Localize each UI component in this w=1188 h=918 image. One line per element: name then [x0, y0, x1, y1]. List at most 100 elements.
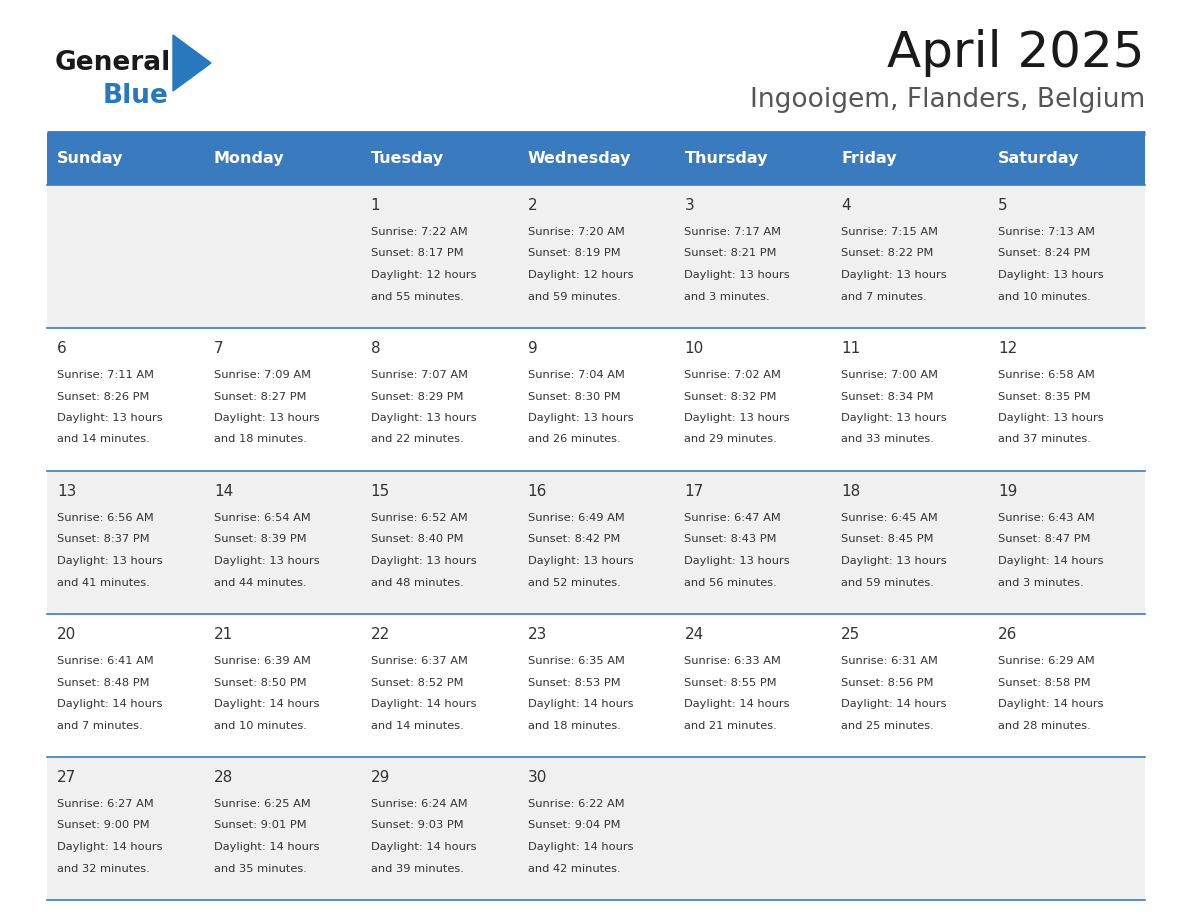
Text: Daylight: 14 hours: Daylight: 14 hours — [57, 699, 163, 709]
Text: Sunrise: 6:45 AM: Sunrise: 6:45 AM — [841, 513, 939, 523]
Bar — [832, 133, 988, 185]
Text: 25: 25 — [841, 627, 860, 642]
Text: 3: 3 — [684, 198, 694, 213]
Text: Daylight: 14 hours: Daylight: 14 hours — [684, 699, 790, 709]
Text: and 3 minutes.: and 3 minutes. — [684, 292, 770, 301]
Text: and 41 minutes.: and 41 minutes. — [57, 577, 150, 588]
Text: Daylight: 13 hours: Daylight: 13 hours — [57, 556, 163, 566]
Text: Sunrise: 7:15 AM: Sunrise: 7:15 AM — [841, 227, 939, 237]
Text: Sunset: 9:03 PM: Sunset: 9:03 PM — [371, 821, 463, 831]
Text: Sunset: 8:34 PM: Sunset: 8:34 PM — [841, 391, 934, 401]
Text: Sunrise: 6:41 AM: Sunrise: 6:41 AM — [57, 656, 153, 666]
Text: Sunset: 8:29 PM: Sunset: 8:29 PM — [371, 391, 463, 401]
Text: 24: 24 — [684, 627, 703, 642]
Text: and 14 minutes.: and 14 minutes. — [57, 434, 150, 444]
Text: Daylight: 14 hours: Daylight: 14 hours — [527, 699, 633, 709]
Text: Sunrise: 7:00 AM: Sunrise: 7:00 AM — [841, 370, 939, 380]
Text: Sunset: 9:04 PM: Sunset: 9:04 PM — [527, 821, 620, 831]
Text: Sunrise: 7:11 AM: Sunrise: 7:11 AM — [57, 370, 154, 380]
Text: Sunset: 8:56 PM: Sunset: 8:56 PM — [841, 677, 934, 688]
Text: Daylight: 13 hours: Daylight: 13 hours — [527, 556, 633, 566]
Text: Sunrise: 6:33 AM: Sunrise: 6:33 AM — [684, 656, 782, 666]
Text: and 29 minutes.: and 29 minutes. — [684, 434, 777, 444]
Text: 30: 30 — [527, 770, 546, 785]
Text: 14: 14 — [214, 484, 233, 499]
Text: Sunset: 8:55 PM: Sunset: 8:55 PM — [684, 677, 777, 688]
Text: 26: 26 — [998, 627, 1017, 642]
Text: and 10 minutes.: and 10 minutes. — [214, 721, 307, 731]
Text: and 3 minutes.: and 3 minutes. — [998, 577, 1083, 588]
Text: Blue: Blue — [103, 83, 169, 109]
Text: 22: 22 — [371, 627, 390, 642]
Text: and 59 minutes.: and 59 minutes. — [841, 577, 934, 588]
Text: Daylight: 14 hours: Daylight: 14 hours — [998, 556, 1104, 566]
Text: Sunrise: 6:27 AM: Sunrise: 6:27 AM — [57, 799, 153, 809]
Text: Sunset: 9:00 PM: Sunset: 9:00 PM — [57, 821, 150, 831]
Text: and 21 minutes.: and 21 minutes. — [684, 721, 777, 731]
Text: Daylight: 13 hours: Daylight: 13 hours — [371, 413, 476, 423]
Text: 13: 13 — [57, 484, 76, 499]
Text: 15: 15 — [371, 484, 390, 499]
Text: Sunrise: 6:31 AM: Sunrise: 6:31 AM — [841, 656, 939, 666]
Bar — [518, 133, 675, 185]
Polygon shape — [173, 35, 211, 91]
Text: and 42 minutes.: and 42 minutes. — [527, 864, 620, 874]
Text: Sunset: 8:21 PM: Sunset: 8:21 PM — [684, 249, 777, 259]
Text: Daylight: 14 hours: Daylight: 14 hours — [214, 842, 320, 852]
Text: Sunset: 8:27 PM: Sunset: 8:27 PM — [214, 391, 307, 401]
Text: Sunset: 8:39 PM: Sunset: 8:39 PM — [214, 534, 307, 544]
Bar — [675, 133, 832, 185]
Text: and 18 minutes.: and 18 minutes. — [527, 721, 620, 731]
Text: Sunrise: 7:22 AM: Sunrise: 7:22 AM — [371, 227, 467, 237]
Text: 16: 16 — [527, 484, 546, 499]
Text: 4: 4 — [841, 198, 851, 213]
Text: Daylight: 12 hours: Daylight: 12 hours — [371, 270, 476, 280]
Text: and 37 minutes.: and 37 minutes. — [998, 434, 1091, 444]
Text: Daylight: 13 hours: Daylight: 13 hours — [841, 413, 947, 423]
Text: Daylight: 13 hours: Daylight: 13 hours — [998, 413, 1104, 423]
Text: Daylight: 14 hours: Daylight: 14 hours — [214, 699, 320, 709]
Text: Sunrise: 7:17 AM: Sunrise: 7:17 AM — [684, 227, 782, 237]
Text: Sunrise: 6:49 AM: Sunrise: 6:49 AM — [527, 513, 625, 523]
Text: Thursday: Thursday — [684, 151, 767, 166]
Bar — [48, 133, 204, 185]
Text: 29: 29 — [371, 770, 390, 785]
Text: and 39 minutes.: and 39 minutes. — [371, 864, 463, 874]
Text: Daylight: 13 hours: Daylight: 13 hours — [214, 413, 320, 423]
Text: 2: 2 — [527, 198, 537, 213]
Text: and 10 minutes.: and 10 minutes. — [998, 292, 1091, 301]
Text: Sunrise: 6:25 AM: Sunrise: 6:25 AM — [214, 799, 310, 809]
Text: Sunrise: 7:07 AM: Sunrise: 7:07 AM — [371, 370, 468, 380]
Text: Sunrise: 6:47 AM: Sunrise: 6:47 AM — [684, 513, 782, 523]
Text: Sunset: 8:26 PM: Sunset: 8:26 PM — [57, 391, 150, 401]
Text: 20: 20 — [57, 627, 76, 642]
Text: Tuesday: Tuesday — [371, 151, 444, 166]
Text: Sunset: 8:35 PM: Sunset: 8:35 PM — [998, 391, 1091, 401]
Text: and 7 minutes.: and 7 minutes. — [841, 292, 927, 301]
Text: Sunset: 8:53 PM: Sunset: 8:53 PM — [527, 677, 620, 688]
Text: Sunset: 8:58 PM: Sunset: 8:58 PM — [998, 677, 1091, 688]
Text: Daylight: 13 hours: Daylight: 13 hours — [684, 413, 790, 423]
Bar — [48, 328, 1145, 471]
Text: April 2025: April 2025 — [887, 29, 1145, 77]
Text: Sunrise: 6:43 AM: Sunrise: 6:43 AM — [998, 513, 1095, 523]
Text: 1: 1 — [371, 198, 380, 213]
Text: Sunrise: 7:04 AM: Sunrise: 7:04 AM — [527, 370, 625, 380]
Bar — [204, 133, 361, 185]
Text: Daylight: 13 hours: Daylight: 13 hours — [57, 413, 163, 423]
Text: Sunset: 8:48 PM: Sunset: 8:48 PM — [57, 677, 150, 688]
Text: Sunrise: 6:56 AM: Sunrise: 6:56 AM — [57, 513, 153, 523]
Text: and 35 minutes.: and 35 minutes. — [214, 864, 307, 874]
Text: 5: 5 — [998, 198, 1007, 213]
Bar — [48, 471, 1145, 614]
Text: Sunrise: 7:09 AM: Sunrise: 7:09 AM — [214, 370, 311, 380]
Text: 23: 23 — [527, 627, 546, 642]
Text: 18: 18 — [841, 484, 860, 499]
Text: Ingooigem, Flanders, Belgium: Ingooigem, Flanders, Belgium — [750, 87, 1145, 113]
Text: 8: 8 — [371, 341, 380, 356]
Text: Daylight: 13 hours: Daylight: 13 hours — [998, 270, 1104, 280]
Bar — [48, 185, 1145, 328]
Text: Daylight: 12 hours: Daylight: 12 hours — [527, 270, 633, 280]
Text: Sunset: 8:45 PM: Sunset: 8:45 PM — [841, 534, 934, 544]
Text: 19: 19 — [998, 484, 1017, 499]
